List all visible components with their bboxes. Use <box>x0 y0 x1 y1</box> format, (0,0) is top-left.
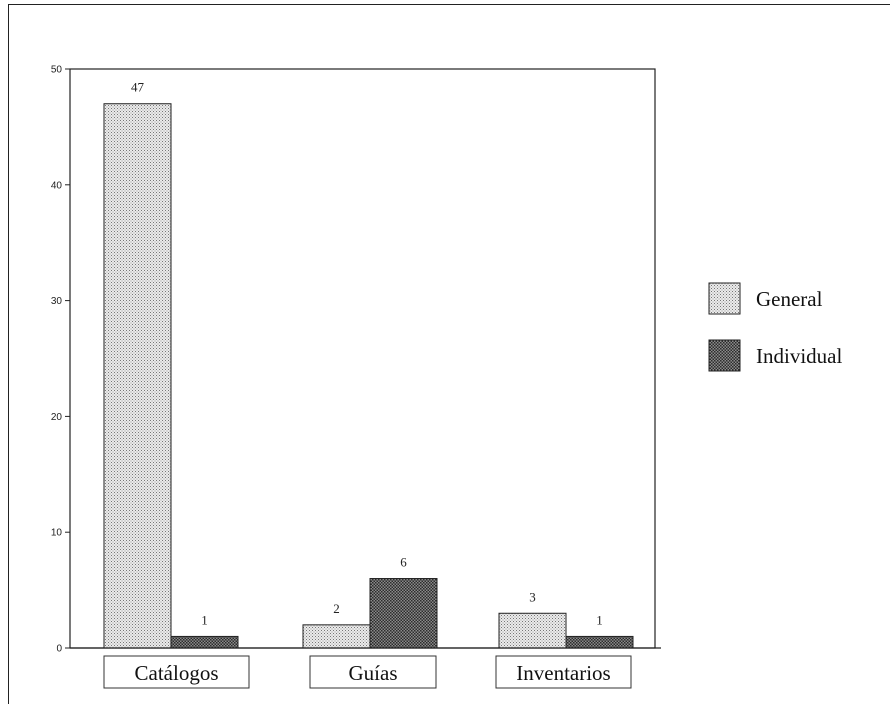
legend-swatch-individual <box>708 339 741 372</box>
legend-label-individual: Individual <box>756 344 842 368</box>
bar-general-2 <box>498 612 567 649</box>
category-label: Inventarios <box>516 661 610 685</box>
bars-group <box>103 103 634 649</box>
y-tick-label: 30 <box>51 296 63 307</box>
data-label: 1 <box>201 612 208 627</box>
bar-individual-0 <box>170 635 239 649</box>
legend-swatch-general <box>708 282 741 315</box>
bar-individual-1 <box>369 578 438 649</box>
y-tick-label: 0 <box>56 644 62 655</box>
category-label: Guías <box>349 661 398 685</box>
data-label: 6 <box>400 555 407 570</box>
legend-label-general: General <box>756 287 823 311</box>
category-labels-group: Catálogos Guías Inventarios <box>103 655 632 689</box>
y-axis: 0 10 20 30 40 50 <box>51 65 661 655</box>
y-tick-label: 50 <box>51 65 63 76</box>
y-tick-label: 20 <box>51 412 63 423</box>
bar-general-1 <box>302 624 371 649</box>
legend: General Individual <box>708 282 842 372</box>
data-labels-group: 47 1 2 6 3 1 <box>131 80 603 628</box>
data-label: 1 <box>596 612 603 627</box>
figure-frame <box>8 4 890 704</box>
category-label: Catálogos <box>135 661 219 685</box>
category-label-box <box>309 655 437 689</box>
data-label: 3 <box>529 589 536 604</box>
category-label-box <box>495 655 632 689</box>
bar-general-0 <box>103 103 172 649</box>
bar-individual-2 <box>565 635 634 649</box>
data-label: 2 <box>333 601 340 616</box>
data-label: 47 <box>131 80 145 95</box>
y-tick-label: 10 <box>51 528 63 539</box>
y-tick-label: 40 <box>51 180 63 191</box>
category-label-box <box>103 655 250 689</box>
